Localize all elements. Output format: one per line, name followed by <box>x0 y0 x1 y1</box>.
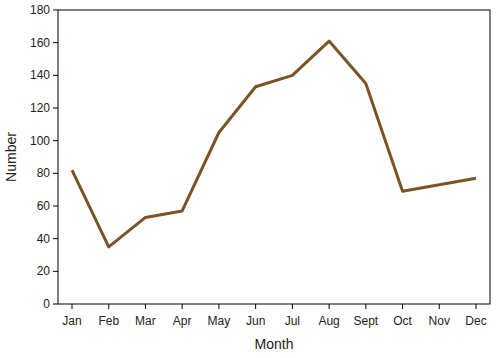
y-tick-label: 160 <box>30 36 50 50</box>
y-tick <box>53 173 58 174</box>
x-tick-label: Aug <box>318 314 339 328</box>
y-tick <box>53 271 58 272</box>
x-tick <box>476 304 477 309</box>
y-tick-label: 0 <box>43 297 50 311</box>
x-tick <box>365 304 366 309</box>
x-tick-label: May <box>208 314 231 328</box>
y-tick <box>53 206 58 207</box>
x-tick-label: Apr <box>173 314 192 328</box>
y-tick-label: 120 <box>30 101 50 115</box>
x-tick-label: Oct <box>393 314 412 328</box>
x-tick-label: Dec <box>465 314 486 328</box>
x-tick-label: Feb <box>98 314 119 328</box>
y-tick <box>53 108 58 109</box>
y-tick-label: 60 <box>37 199 51 213</box>
data-line <box>72 41 476 247</box>
series-group <box>72 41 476 247</box>
x-tick <box>255 304 256 309</box>
y-tick <box>53 75 58 76</box>
y-tick <box>53 10 58 11</box>
y-tick <box>53 140 58 141</box>
x-tick <box>182 304 183 309</box>
x-tick <box>145 304 146 309</box>
chart-container: 0 20 40 60 80 100 120 140 160 180 Jan Feb Mar Apr May J… <box>0 0 501 358</box>
y-tick-label: 20 <box>37 264 51 278</box>
y-tick-label: 40 <box>37 232 51 246</box>
x-tick <box>218 304 219 309</box>
y-tick-label: 100 <box>30 134 50 148</box>
y-tick <box>53 304 58 305</box>
y-tick <box>53 238 58 239</box>
x-axis-label: Month <box>255 336 294 352</box>
y-tick-label: 80 <box>37 166 51 180</box>
x-tick-label: Mar <box>135 314 156 328</box>
x-tick <box>439 304 440 309</box>
x-tick <box>402 304 403 309</box>
y-tick <box>53 42 58 43</box>
y-tick-label: 180 <box>30 3 50 17</box>
chart-svg: 0 20 40 60 80 100 120 140 160 180 Jan Feb Mar Apr May J… <box>0 0 501 358</box>
x-tick-label: Jan <box>62 314 81 328</box>
y-tick-label: 140 <box>30 68 50 82</box>
x-tick <box>329 304 330 309</box>
x-tick <box>72 304 73 309</box>
x-tick-label: Sept <box>353 314 378 328</box>
x-tick-label: Jul <box>285 314 300 328</box>
x-tick-label: Jun <box>246 314 265 328</box>
plot-frame <box>58 10 490 304</box>
x-tick-label: Nov <box>429 314 450 328</box>
y-axis-label: Number <box>3 132 19 182</box>
x-tick <box>108 304 109 309</box>
x-tick <box>292 304 293 309</box>
